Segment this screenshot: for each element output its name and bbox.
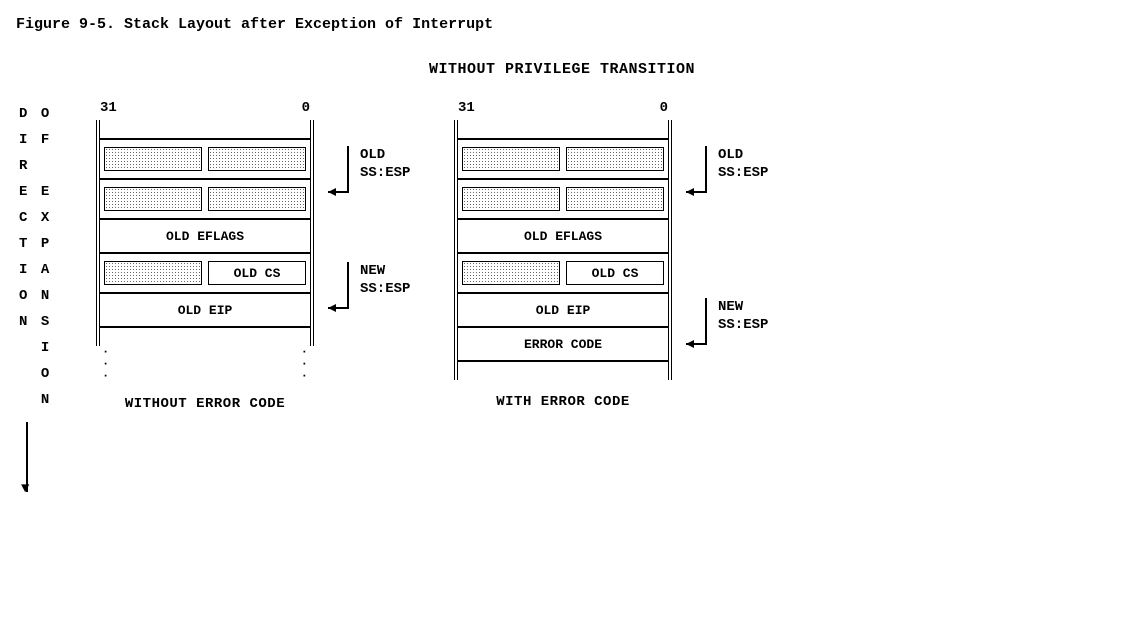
stack-caption-right: WITH ERROR CODE — [496, 394, 630, 410]
cell-label: ERROR CODE — [524, 337, 602, 352]
direction-text: DO IF R EE CX TP IA ON NS I O N — [16, 100, 62, 414]
cell-old-cs: OLD CS — [208, 261, 306, 285]
shaded-halfcell — [104, 147, 202, 171]
shaded-halfcell — [208, 187, 306, 211]
ellipsis-left: ··· ··· — [100, 346, 310, 382]
direction-arrow: ▼ — [26, 422, 96, 492]
pointer-label: OLD SS:ESP — [360, 146, 410, 182]
bit-labels-right: 31 0 — [458, 100, 668, 116]
shaded-halfcell — [104, 187, 202, 211]
arrowhead-down-icon: ▼ — [21, 478, 30, 500]
pointer-arrow-icon — [322, 262, 354, 318]
cell-label: OLD EIP — [536, 303, 591, 318]
shaded-halfcell — [566, 147, 664, 171]
stack-row-eflags: OLD EFLAGS — [458, 219, 668, 253]
bit-high-label: 31 — [458, 100, 475, 116]
shaded-halfcell — [208, 147, 306, 171]
pointer-new-ssesp-left: NEW SS:ESP — [322, 262, 442, 318]
pointer-label: NEW SS:ESP — [360, 262, 410, 298]
stack-row-cs: OLD CS — [100, 253, 310, 293]
direction-label: DO IF R EE CX TP IA ON NS I O N ▼ — [16, 100, 96, 492]
pointer-arrow-icon — [680, 146, 712, 202]
diagram-container: DO IF R EE CX TP IA ON NS I O N ▼ 31 0 — [16, 100, 1108, 492]
stack-row-bottom-open — [100, 327, 310, 346]
stack-row-bottom-open — [458, 361, 668, 380]
stack-with-error: 31 0 OLD EFLAGS OLD CS OLD EIP — [454, 100, 672, 410]
pointer-label: NEW SS:ESP — [718, 298, 768, 334]
pointer-label: OLD SS:ESP — [718, 146, 768, 182]
cell-old-cs: OLD CS — [566, 261, 664, 285]
stack-row-cs: OLD CS — [458, 253, 668, 293]
shaded-halfcell — [104, 261, 202, 285]
bit-low-label: 0 — [302, 100, 310, 116]
pointer-new-ssesp-right: NEW SS:ESP — [680, 298, 800, 354]
bit-low-label: 0 — [660, 100, 668, 116]
stack-row-shaded-1 — [100, 139, 310, 179]
pointer-old-ssesp-right: OLD SS:ESP — [680, 146, 800, 202]
shaded-halfcell — [462, 261, 560, 285]
stack-row-eflags: OLD EFLAGS — [100, 219, 310, 253]
cell-label: OLD EFLAGS — [166, 229, 244, 244]
shaded-halfcell — [462, 147, 560, 171]
bit-labels-left: 31 0 — [100, 100, 310, 116]
stack-row-eip: OLD EIP — [100, 293, 310, 327]
stack-row-eip: OLD EIP — [458, 293, 668, 327]
stack-caption-left: WITHOUT ERROR CODE — [125, 396, 285, 412]
stack-row-top-open — [100, 120, 310, 139]
stack-body-right: OLD EFLAGS OLD CS OLD EIP ERROR CODE — [454, 120, 672, 380]
stack-row-error-code: ERROR CODE — [458, 327, 668, 361]
stack-body-left: OLD EFLAGS OLD CS OLD EIP — [96, 120, 314, 346]
stack-row-shaded-2 — [458, 179, 668, 219]
cell-label: OLD EIP — [178, 303, 233, 318]
pointer-arrow-icon — [322, 146, 354, 202]
stack-without-error: 31 0 OLD EFLAGS OLD CS OLD EIP — [96, 100, 314, 412]
bit-high-label: 31 — [100, 100, 117, 116]
cell-label: OLD EFLAGS — [524, 229, 602, 244]
stack-row-shaded-1 — [458, 139, 668, 179]
figure-subheader: WITHOUT PRIVILEGE TRANSITION — [16, 61, 1108, 78]
pointer-arrow-icon — [680, 298, 712, 354]
shaded-halfcell — [566, 187, 664, 211]
pointer-old-ssesp-left: OLD SS:ESP — [322, 146, 442, 202]
stack-row-top-open — [458, 120, 668, 139]
figure-title: Figure 9-5. Stack Layout after Exception… — [16, 16, 1108, 33]
stack-row-shaded-2 — [100, 179, 310, 219]
shaded-halfcell — [462, 187, 560, 211]
